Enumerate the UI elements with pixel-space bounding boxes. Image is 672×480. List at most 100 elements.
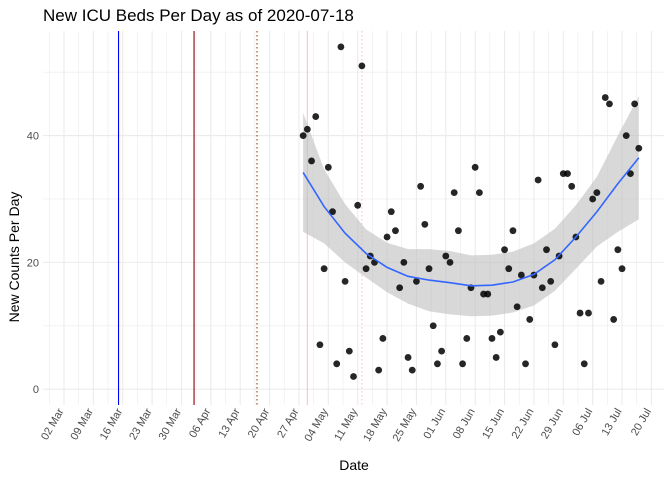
data-point <box>568 182 576 190</box>
data-point <box>404 354 412 361</box>
data-point <box>517 271 525 279</box>
data-point <box>425 265 433 273</box>
x-tick-label: 22 Jun <box>510 406 537 441</box>
data-point <box>350 373 357 380</box>
data-point <box>324 163 332 171</box>
data-point <box>438 347 446 355</box>
x-tick-label: 11 May <box>332 406 360 443</box>
y-axis-ticks: 0 20 40 <box>27 131 39 397</box>
chart-title: New ICU Beds Per Day as of 2020-07-18 <box>43 6 354 25</box>
x-tick-label: 02 Mar <box>39 406 67 442</box>
data-point <box>333 360 341 368</box>
y-tick-label: 40 <box>27 131 39 143</box>
data-point <box>442 252 450 260</box>
data-point <box>576 309 584 317</box>
x-tick-label: 06 Jul <box>570 407 595 438</box>
data-point <box>383 233 391 241</box>
data-point <box>463 335 471 342</box>
data-point <box>627 170 634 178</box>
data-point <box>454 227 462 235</box>
data-point <box>622 132 630 139</box>
x-tick-label: 13 Apr <box>217 406 243 440</box>
data-point <box>551 341 559 349</box>
data-point <box>337 43 345 51</box>
x-tick-label: 08 Jun <box>451 407 478 442</box>
x-axis-title: Date <box>339 457 369 473</box>
data-point <box>387 208 395 216</box>
data-point <box>614 246 622 254</box>
x-tick-label: 30 Mar <box>157 406 185 442</box>
data-point <box>475 189 483 197</box>
data-point <box>509 227 517 235</box>
data-point <box>522 360 529 368</box>
data-point <box>606 100 613 108</box>
x-tick-label: 20 Apr <box>246 406 272 440</box>
data-point <box>538 284 546 292</box>
data-point <box>396 284 404 292</box>
data-point <box>513 303 521 311</box>
data-point <box>345 347 353 355</box>
data-points <box>299 43 643 380</box>
data-point <box>303 125 311 133</box>
data-point <box>308 157 315 165</box>
data-point <box>580 360 588 368</box>
data-point <box>421 220 429 228</box>
x-tick-label: 01 Jun <box>421 406 448 441</box>
smooth-line <box>302 157 640 287</box>
data-point <box>631 100 639 108</box>
data-point <box>534 176 542 184</box>
x-tick-label: 23 Mar <box>127 406 155 442</box>
data-point <box>413 277 420 285</box>
data-point <box>501 246 508 254</box>
x-tick-label: 09 Mar <box>68 406 96 442</box>
data-point <box>635 144 643 152</box>
x-tick-label: 13 Jul <box>600 406 625 437</box>
data-point <box>610 316 618 323</box>
data-point <box>492 354 500 361</box>
data-point <box>329 208 336 216</box>
data-point <box>526 316 534 323</box>
x-tick-label: 15 Jun <box>480 407 507 442</box>
y-tick-label: 0 <box>33 384 39 396</box>
data-point <box>601 94 609 101</box>
x-tick-label: 06 Apr <box>187 406 213 440</box>
x-tick-label: 29 Jun <box>539 407 566 442</box>
data-point <box>446 258 454 266</box>
data-point <box>362 265 370 273</box>
x-axis-ticks: 02 Mar 09 Mar 16 Mar 23 Mar 30 Mar 06 Apr 13 A… <box>39 406 654 444</box>
x-tick-label: 20 Jul <box>629 406 654 437</box>
y-axis-title: New Counts Per Day <box>6 192 22 323</box>
data-point <box>379 335 387 342</box>
data-point <box>358 62 366 70</box>
data-point <box>429 322 437 330</box>
data-point <box>375 366 383 374</box>
x-tick-label: 18 May <box>361 406 390 444</box>
x-tick-label: 04 May <box>302 406 331 444</box>
data-point <box>408 366 416 374</box>
data-point <box>417 182 425 190</box>
data-point <box>471 163 479 171</box>
data-point <box>484 290 492 298</box>
data-point <box>354 201 362 209</box>
data-point <box>434 360 441 368</box>
data-point <box>618 265 626 273</box>
x-tick-label: 27 Apr <box>275 406 301 440</box>
data-point <box>564 170 571 178</box>
data-point <box>341 277 349 285</box>
data-point <box>593 189 601 197</box>
data-point <box>547 277 555 285</box>
data-point <box>543 246 550 254</box>
data-point <box>312 113 320 120</box>
x-tick-label: 25 May <box>391 406 420 444</box>
data-point <box>459 360 466 368</box>
y-tick-label: 20 <box>27 257 39 269</box>
data-point <box>450 189 458 197</box>
data-point <box>585 309 592 317</box>
data-point <box>299 132 307 139</box>
data-point <box>589 195 597 203</box>
smooth-line-layer <box>302 157 640 287</box>
confidence-band <box>303 96 639 317</box>
data-point <box>392 227 399 235</box>
data-point <box>505 265 513 273</box>
